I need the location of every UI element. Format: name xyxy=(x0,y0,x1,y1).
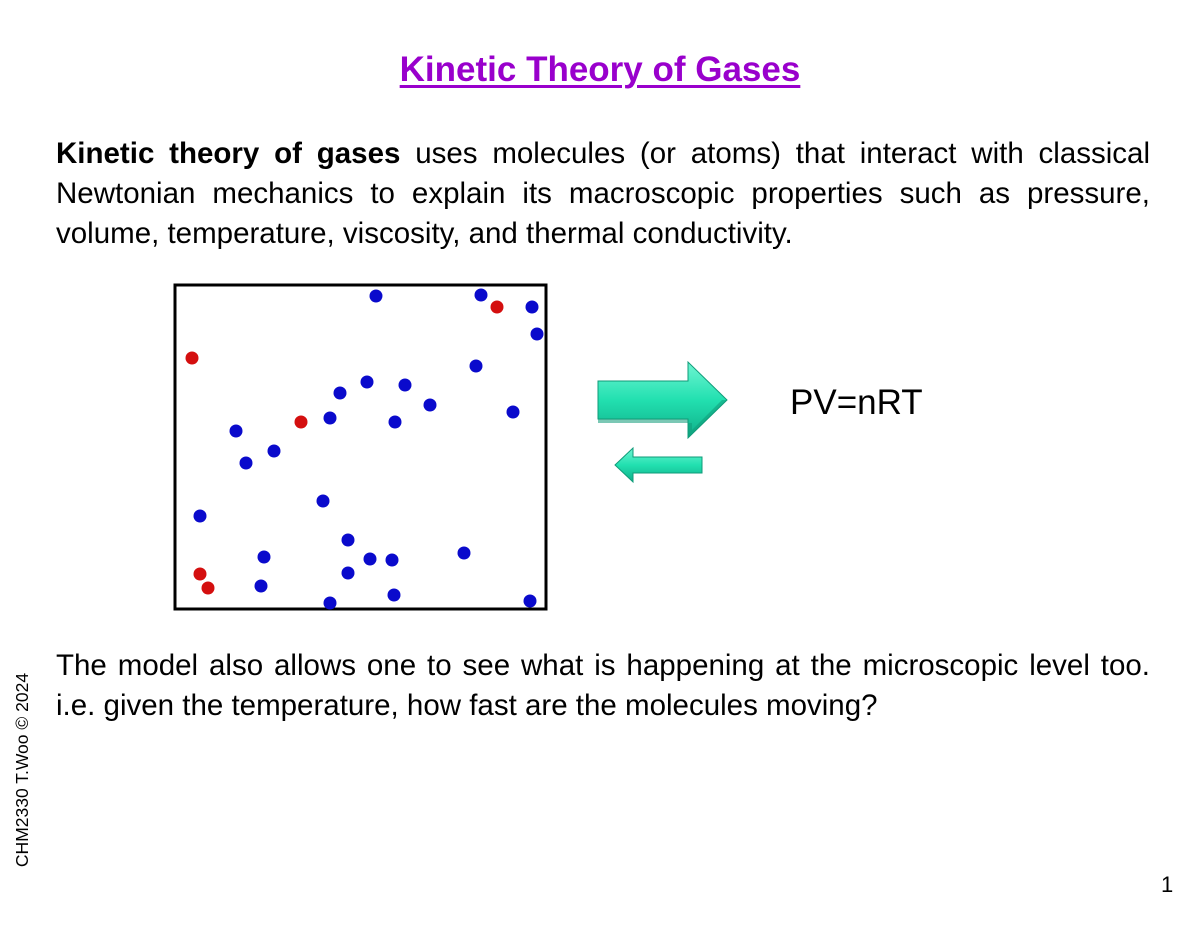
molecule-blue xyxy=(316,494,330,508)
molecule-blue xyxy=(523,594,537,608)
course-credit-note: CHM2330 T.Woo © 2024 xyxy=(12,672,32,868)
molecule-red xyxy=(490,300,504,314)
reverse-arrow-icon xyxy=(614,446,703,484)
forward-arrow-icon xyxy=(597,360,728,440)
molecule-blue xyxy=(341,566,355,580)
intro-bold-lead: Kinetic theory of gases xyxy=(56,137,401,170)
molecule-blue xyxy=(333,386,347,400)
molecule-blue xyxy=(530,327,544,341)
intro-text: uses molecules (or atoms) that interact … xyxy=(56,137,1151,250)
molecule-blue xyxy=(385,553,399,567)
molecule-blue xyxy=(363,552,377,566)
molecule-blue xyxy=(229,424,243,438)
molecule-blue xyxy=(387,588,401,602)
molecule-blue xyxy=(369,289,383,303)
slide-title: Kinetic Theory of Gases xyxy=(0,48,1200,92)
molecule-blue xyxy=(267,444,281,458)
molecule-blue xyxy=(398,378,412,392)
molecule-blue xyxy=(239,456,253,470)
molecules xyxy=(185,288,544,610)
molecule-blue xyxy=(323,411,337,425)
molecule-blue xyxy=(525,300,539,314)
molecule-blue xyxy=(423,398,437,412)
molecule-blue xyxy=(257,550,271,564)
molecule-blue xyxy=(193,509,207,523)
molecule-blue xyxy=(388,415,402,429)
molecule-blue xyxy=(457,546,471,560)
gas-container-box xyxy=(173,283,548,611)
molecule-red xyxy=(193,567,207,581)
molecule-blue xyxy=(360,375,374,389)
molecule-red xyxy=(201,581,215,595)
page-number: 1 xyxy=(1161,872,1174,897)
molecule-blue xyxy=(506,405,520,419)
microscopic-paragraph: The model also allows one to see what is… xyxy=(56,649,1150,722)
molecule-red xyxy=(294,415,308,429)
molecule-blue xyxy=(341,533,355,547)
molecule-blue xyxy=(474,288,488,302)
ideal-gas-equation: PV=nRT xyxy=(790,383,923,422)
intro-paragraph: Kinetic theory of gases uses molecules (… xyxy=(56,134,1150,254)
molecule-red xyxy=(185,351,199,365)
molecule-blue xyxy=(254,579,268,593)
molecule-blue xyxy=(469,359,483,373)
slide-title-text: Kinetic Theory of Gases xyxy=(399,50,801,89)
molecule-blue xyxy=(323,596,337,610)
